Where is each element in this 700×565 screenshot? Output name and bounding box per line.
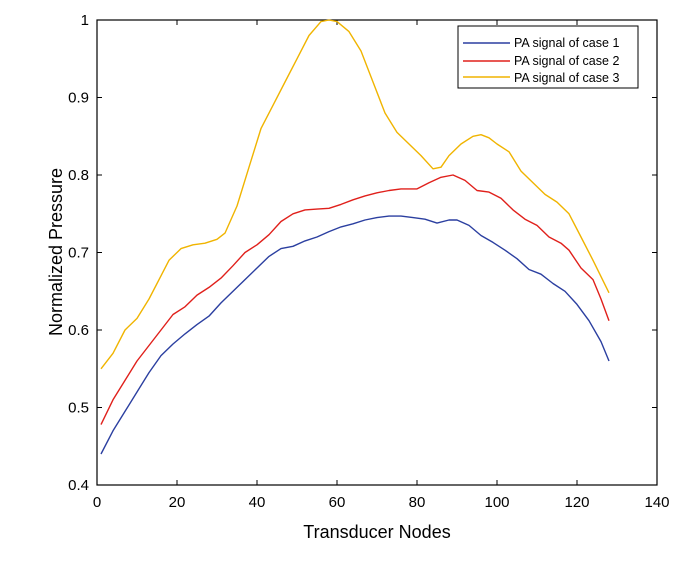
legend: PA signal of case 1 PA signal of case 2 … — [457, 25, 639, 89]
y-tick-label: 0.4 — [68, 477, 89, 494]
y-axis-label: Normalized Pressure — [46, 168, 66, 336]
y-tick-label: 1 — [81, 12, 89, 29]
y-tick-label: 0.5 — [68, 400, 89, 417]
x-tick-label: 120 — [564, 494, 589, 511]
legend-label-case-1: PA signal of case 1 — [514, 36, 619, 50]
series-line-case-2 — [100, 174, 610, 425]
legend-label-case-2: PA signal of case 2 — [514, 54, 619, 68]
x-tick-label: 80 — [409, 494, 426, 511]
x-tick-label: 140 — [644, 494, 669, 511]
y-tick-label: 0.9 — [68, 90, 89, 107]
series-line-case-1 — [100, 215, 610, 455]
x-tick-label: 100 — [484, 494, 509, 511]
series-line-case-3 — [100, 19, 610, 370]
x-tick-label: 20 — [169, 494, 186, 511]
x-tick-label: 60 — [329, 494, 346, 511]
x-tick-label: 40 — [249, 494, 266, 511]
legend-label-case-3: PA signal of case 3 — [514, 71, 619, 85]
plot-area — [96, 19, 658, 486]
y-tick-label: 0.8 — [68, 167, 89, 184]
x-axis-label: Transducer Nodes — [303, 522, 450, 542]
x-tick-label: 0 — [93, 494, 101, 511]
y-tick-label: 0.7 — [68, 245, 89, 262]
y-tick-label: 0.6 — [68, 322, 89, 339]
